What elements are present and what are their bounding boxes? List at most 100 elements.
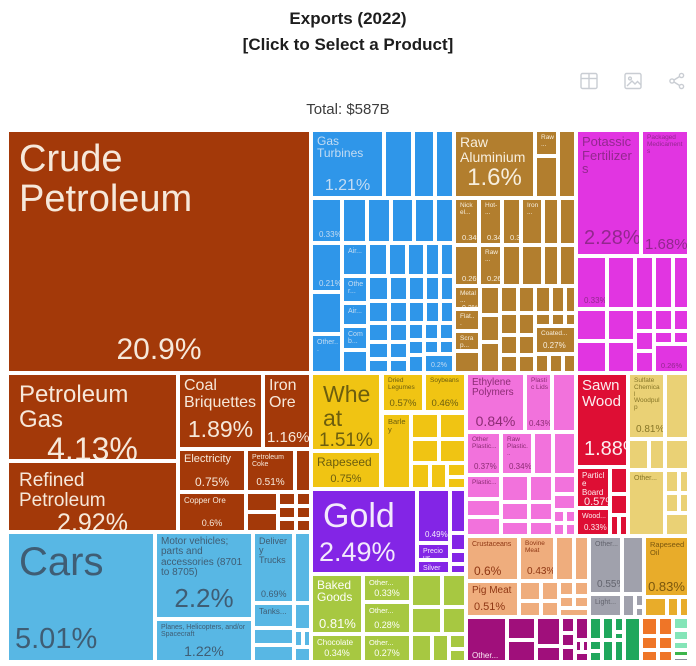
treemap-cell[interactable]	[629, 440, 648, 469]
treemap-cell[interactable]	[534, 433, 552, 474]
treemap-cell[interactable]	[440, 414, 465, 438]
treemap-cell[interactable]	[566, 314, 575, 325]
treemap-cell[interactable]	[450, 635, 465, 648]
treemap-cell[interactable]	[674, 310, 688, 330]
treemap-cell[interactable]	[674, 651, 688, 656]
treemap-cell[interactable]	[674, 618, 688, 629]
treemap-cell[interactable]	[409, 324, 423, 339]
treemap-cell[interactable]	[655, 332, 672, 343]
treemap-cell[interactable]	[659, 637, 672, 649]
treemap-cell[interactable]	[501, 356, 517, 372]
treemap-cell[interactable]	[560, 199, 575, 244]
treemap-cell[interactable]	[674, 332, 688, 343]
treemap-cell[interactable]	[566, 511, 575, 522]
treemap-cell[interactable]	[623, 595, 634, 616]
cell-plastic-lids[interactable]: Plastic Lids 0.43%	[526, 374, 551, 431]
treemap-cell[interactable]	[440, 341, 453, 353]
treemap-cell[interactable]	[369, 324, 388, 341]
cell-motor-vehicles-parts-and-accessories-8701-to-8705[interactable]: Motor vehicles; parts and accessories (8…	[156, 533, 252, 618]
treemap-cell[interactable]	[295, 604, 310, 629]
cell-other[interactable]: Other...	[343, 277, 367, 302]
treemap-cell[interactable]	[295, 533, 310, 602]
treemap-cell[interactable]	[554, 476, 575, 493]
treemap-cell[interactable]	[603, 641, 613, 661]
treemap-cell[interactable]	[577, 310, 606, 340]
treemap-cell[interactable]	[431, 464, 446, 488]
treemap-cell[interactable]	[247, 513, 277, 531]
treemap-cell[interactable]	[412, 608, 441, 633]
treemap-cell[interactable]: 0.26%	[455, 246, 478, 285]
treemap-cell[interactable]	[590, 641, 601, 650]
treemap-cell[interactable]	[642, 637, 657, 649]
treemap-cell[interactable]	[451, 552, 465, 563]
treemap-cell[interactable]	[519, 287, 534, 312]
table-icon[interactable]	[580, 72, 598, 90]
cell-tanks[interactable]: Tanks...	[254, 604, 293, 627]
treemap-cell[interactable]	[645, 598, 666, 616]
treemap-cell[interactable]	[575, 597, 588, 607]
treemap-cell[interactable]	[650, 440, 664, 469]
treemap-cell[interactable]: 0.26%	[655, 345, 688, 372]
treemap-cell[interactable]	[659, 618, 672, 635]
treemap-cell[interactable]	[448, 464, 465, 476]
cell-raw[interactable]: Raw... 0.26%	[480, 246, 501, 285]
treemap-cell[interactable]	[636, 332, 653, 350]
cell-other[interactable]: Other...	[629, 471, 664, 535]
treemap-cell[interactable]	[448, 478, 465, 488]
treemap-cell[interactable]	[390, 302, 407, 322]
treemap-cell[interactable]	[520, 582, 540, 600]
treemap-cell[interactable]	[369, 277, 388, 300]
treemap-cell[interactable]	[412, 635, 431, 661]
treemap-cell[interactable]	[295, 648, 310, 661]
treemap-cell[interactable]	[608, 310, 634, 340]
treemap-cell[interactable]	[680, 494, 688, 512]
cell-soybeans[interactable]: Soybeans 0.46%	[425, 374, 465, 411]
cell-rapeseed[interactable]: Rapeseed 0.75%	[312, 452, 380, 488]
treemap-cell[interactable]	[636, 608, 643, 616]
treemap-cell[interactable]	[577, 342, 606, 372]
cell-potassic-fertilizers[interactable]: Potassic Fertilizers 2.28%	[577, 131, 640, 255]
treemap-cell[interactable]	[436, 199, 453, 242]
treemap-cell[interactable]	[522, 246, 542, 285]
cell-other[interactable]: Other... 0.27%	[364, 635, 410, 661]
treemap-cell[interactable]	[636, 257, 653, 308]
cell-precious[interactable]: Precious...	[418, 544, 449, 559]
treemap-cell[interactable]	[519, 336, 534, 354]
treemap-cell[interactable]	[409, 302, 424, 322]
treemap-cell[interactable]	[674, 642, 688, 649]
treemap-cell[interactable]	[304, 631, 310, 646]
treemap-cell[interactable]	[369, 244, 387, 275]
treemap-cell[interactable]	[467, 518, 500, 535]
cell-other[interactable]: Other... 0.33%	[364, 575, 410, 601]
treemap-cell[interactable]	[426, 277, 439, 300]
treemap-cell[interactable]	[426, 244, 439, 275]
treemap-cell[interactable]	[680, 471, 688, 492]
cell-dried-legumes[interactable]: Dried Legumes 0.57%	[383, 374, 423, 411]
treemap-cell[interactable]	[390, 343, 407, 358]
treemap-cell[interactable]	[503, 246, 520, 285]
treemap-cell[interactable]	[615, 618, 623, 631]
treemap-cell[interactable]	[576, 653, 588, 661]
treemap-cell[interactable]	[426, 302, 439, 322]
treemap-cell[interactable]	[481, 343, 499, 372]
treemap-cell[interactable]	[501, 287, 517, 312]
treemap-cell[interactable]	[450, 650, 465, 661]
treemap-cell[interactable]	[611, 495, 627, 514]
treemap-cell[interactable]	[412, 414, 438, 438]
treemap-cell[interactable]	[542, 582, 558, 600]
treemap-cell[interactable]	[279, 520, 295, 531]
treemap-cell[interactable]	[636, 352, 653, 372]
treemap-cell[interactable]	[553, 374, 575, 431]
treemap-cell[interactable]	[562, 618, 574, 632]
treemap-cell[interactable]	[247, 493, 277, 511]
cell-bovine-meat[interactable]: Bovine Meat 0.43%	[520, 537, 554, 580]
cell-barley[interactable]: Barley	[383, 414, 410, 488]
cell-raw[interactable]: Raw...	[536, 131, 557, 155]
treemap-cell[interactable]: 0.2%	[425, 355, 453, 372]
cell-pig-meat[interactable]: Pig Meat 0.51%	[467, 582, 518, 616]
cell-coated[interactable]: Coated... 0.27%	[536, 327, 575, 353]
treemap-cell[interactable]	[389, 244, 406, 275]
treemap-cell[interactable]	[502, 476, 528, 501]
treemap-cell[interactable]	[536, 287, 550, 312]
